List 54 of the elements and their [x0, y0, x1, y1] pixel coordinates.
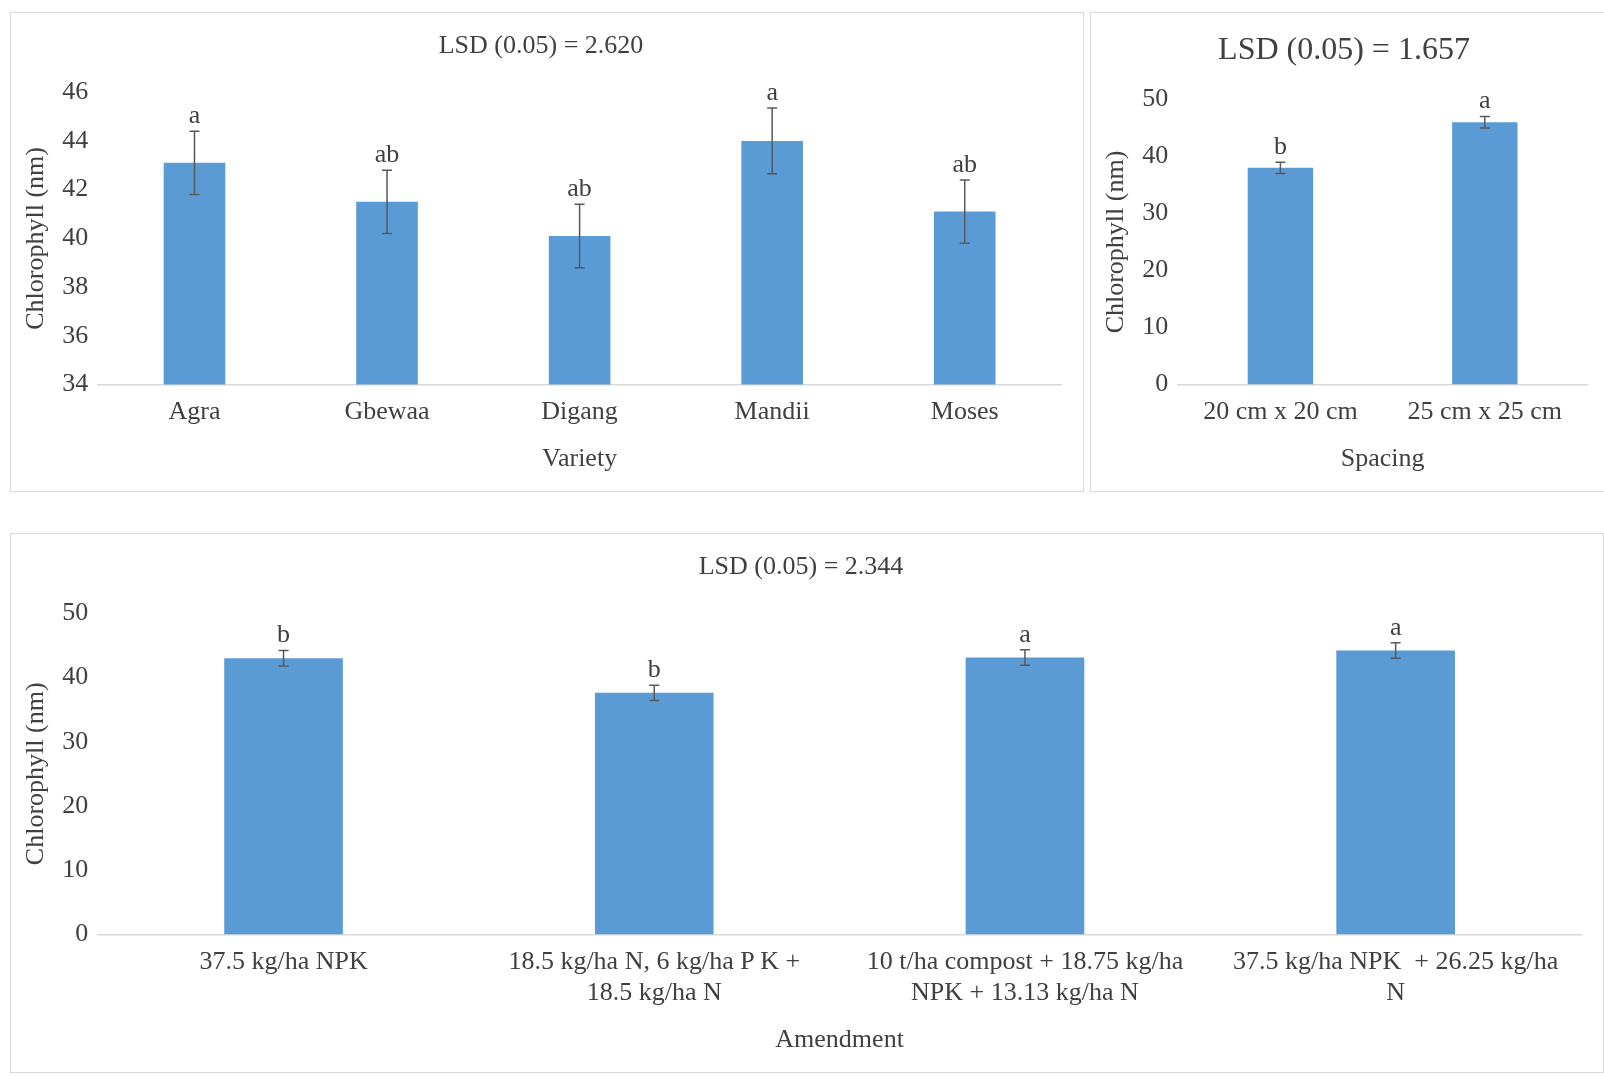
x-tick-label: Mandii: [734, 396, 810, 426]
annotation: a: [1389, 611, 1402, 641]
y-tick-label: 50: [62, 597, 89, 627]
x-tick-label: 18.5 kg/ha N, 6 kg/ha P K + 18.5 kg/ha N: [508, 945, 801, 1007]
annotation: b: [647, 653, 661, 683]
y-tick-label: 30: [62, 725, 89, 755]
y-tick-label: 30: [1142, 197, 1169, 227]
y-axis-title: Chlorophyll (nm): [20, 147, 50, 330]
y-tick-label: 0: [1155, 368, 1169, 398]
y-tick-label: 20: [1142, 254, 1169, 284]
annotation: a: [188, 100, 201, 130]
bar: [224, 658, 343, 935]
bar: [594, 692, 714, 935]
annotation: b: [277, 619, 291, 649]
y-tick-label: 36: [62, 319, 89, 349]
chart-title: LSD (0.05) = 2.344: [698, 551, 904, 581]
annotation: a: [1479, 85, 1492, 115]
y-axis-title: Chlorophyll (nm): [1100, 150, 1130, 334]
bar: [965, 657, 1085, 935]
annotation: b: [1273, 130, 1287, 160]
y-tick-label: 34: [62, 368, 89, 398]
annotation: a: [766, 76, 779, 106]
y-tick-label: 0: [75, 918, 89, 948]
y-tick-label: 40: [62, 661, 89, 691]
y-tick-label: 50: [1142, 83, 1169, 113]
y-tick-label: 40: [62, 222, 89, 252]
chart-title: LSD (0.05) = 2.620: [438, 30, 644, 60]
x-tick-label: Gbewaa: [344, 396, 431, 426]
x-tick-label: Digang: [541, 396, 618, 426]
y-axis-title: Chlorophyll (nm): [20, 682, 50, 866]
y-tick-label: 10: [62, 853, 89, 883]
y-tick-label: 38: [62, 270, 89, 300]
bar: [1336, 650, 1455, 935]
x-tick-label: 25 cm x 25 cm: [1407, 396, 1563, 426]
y-tick-label: 42: [62, 173, 89, 203]
x-tick-label: 37.5 kg/ha NPK + 26.25 kg/ha N: [1233, 945, 1559, 1007]
y-tick-label: 44: [62, 124, 89, 154]
x-tick-label: Moses: [930, 396, 999, 426]
y-tick-label: 46: [62, 76, 89, 106]
y-tick-label: 20: [62, 789, 89, 819]
annotation: a: [1019, 618, 1032, 648]
y-tick-label: 10: [1142, 311, 1169, 341]
annotation: ab: [567, 173, 592, 203]
annotation: ab: [952, 148, 977, 178]
x-tick-label: Agra: [168, 396, 221, 426]
x-axis-title: Variety: [542, 443, 618, 473]
x-tick-label: 10 t/ha compost + 18.75 kg/ha NPK + 13.13 kg/ha N: [866, 945, 1184, 1007]
x-tick-label: 20 cm x 20 cm: [1203, 396, 1358, 426]
y-tick-label: 40: [1142, 140, 1169, 170]
x-axis-title: Spacing: [1340, 443, 1425, 473]
annotation: ab: [374, 139, 400, 168]
x-tick-label: 37.5 kg/ha NPK: [199, 945, 368, 975]
x-axis-title: Amendment: [775, 1024, 905, 1054]
chart-title: LSD (0.05) = 1.657: [1218, 29, 1470, 66]
